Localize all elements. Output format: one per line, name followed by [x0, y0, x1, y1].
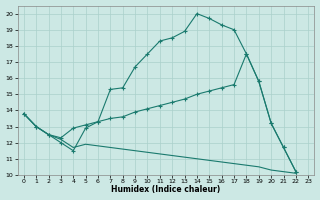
X-axis label: Humidex (Indice chaleur): Humidex (Indice chaleur) [111, 185, 221, 194]
